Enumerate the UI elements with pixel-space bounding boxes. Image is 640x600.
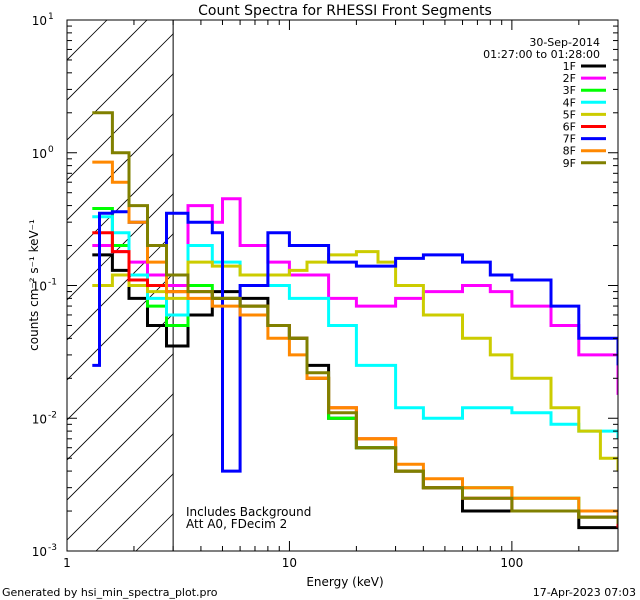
y-tick-label: 10 — [32, 545, 47, 559]
legend-label-3F: 3F — [563, 84, 576, 97]
legend-label-9F: 9F — [563, 157, 576, 170]
legend-label-1F: 1F — [563, 60, 576, 73]
legend-label-8F: 8F — [563, 145, 576, 158]
y-tick-exponent: -3 — [48, 543, 57, 553]
y-tick-exponent: 0 — [48, 145, 54, 155]
series-layer — [92, 111, 618, 530]
y-axis-label: counts cm⁻² s⁻¹ keV⁻¹ — [27, 219, 41, 351]
footer-timestamp: 17-Apr-2023 07:03 — [533, 586, 636, 599]
chart-title: Count Spectra for RHESSI Front Segments — [198, 3, 492, 19]
x-tick-label: 10 — [282, 556, 297, 570]
annotation-attenuator: Att A0, FDecim 2 — [186, 517, 287, 531]
hatch-line — [67, 20, 228, 181]
hatch-line — [67, 20, 188, 141]
annotation-background: Includes Background — [186, 505, 311, 519]
legend-label-2F: 2F — [563, 72, 576, 85]
y-tick-exponent: 1 — [48, 12, 54, 22]
date-label: 30-Sep-2014 — [529, 36, 600, 49]
time-range-label: 01:27:00 to 01:28:00 — [483, 48, 600, 61]
x-tick-label: 100 — [500, 556, 523, 570]
x-tick-label: 1 — [63, 556, 71, 570]
x-axis-label: Energy (keV) — [306, 575, 383, 589]
y-tick-exponent: -2 — [48, 410, 57, 420]
y-tick-label: 10 — [32, 412, 47, 426]
y-tick-label: 10 — [32, 280, 47, 294]
series-line-4F — [92, 215, 618, 439]
legend-label-6F: 6F — [563, 121, 576, 134]
footer-generated-by: Generated by hsi_min_spectra_plot.pro — [2, 586, 218, 599]
y-tick-label: 10 — [32, 14, 47, 28]
y-tick-label: 10 — [32, 147, 47, 161]
x-axis: 1 10 100 — [63, 20, 619, 570]
legend-label-5F: 5F — [563, 108, 576, 121]
legend-label-4F: 4F — [563, 96, 576, 109]
legend-label-7F: 7F — [563, 133, 576, 146]
series-line-9F — [92, 111, 618, 524]
y-tick-exponent: -1 — [48, 278, 57, 288]
